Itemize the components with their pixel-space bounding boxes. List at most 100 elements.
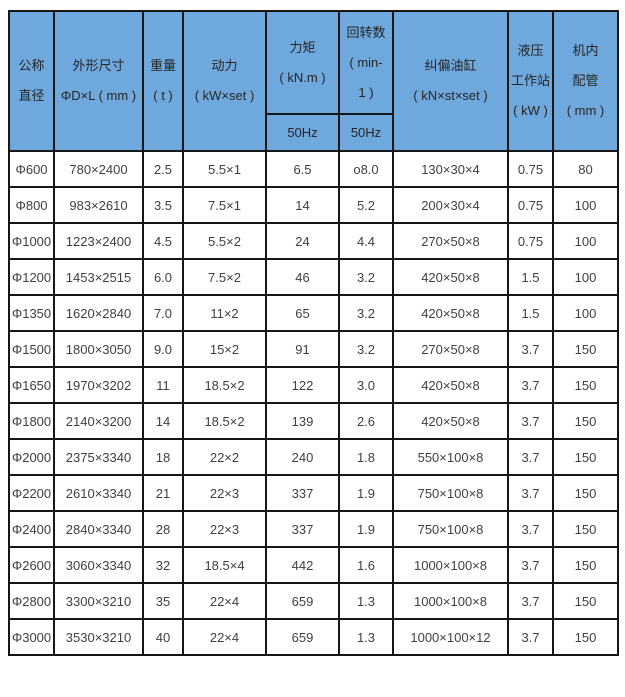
header-line: 动力 — [211, 58, 238, 73]
spec-cell: 14 — [142, 402, 184, 440]
spec-cell: 80 — [552, 150, 619, 188]
spec-cell: Φ1000 — [8, 222, 55, 260]
spec-cell: 100 — [552, 258, 619, 296]
table-row: Φ600 780×2400 2.5 5.5×1 6.5 o8.0 130×30×4 0.75 8… — [8, 150, 619, 188]
header-line: ΦD×L ( mm ) — [60, 88, 137, 103]
spec-cell: 150 — [552, 546, 619, 584]
spec-cell: 3.7 — [507, 618, 554, 656]
spec-cell: 420×50×8 — [392, 258, 509, 296]
spec-cell: 21 — [142, 474, 184, 512]
table-row: Φ2800 3300×3210 35 22×4 659 1.3 1000×100×8 3.7 1… — [8, 582, 619, 620]
spec-cell: 3300×3210 — [53, 582, 144, 620]
spec-cell: 5.5×1 — [182, 150, 267, 188]
spec-cell: 22×4 — [182, 618, 267, 656]
header-line: 重量 — [149, 58, 176, 73]
spec-cell: 1.8 — [338, 438, 394, 476]
spec-cell: Φ2600 — [8, 546, 55, 584]
spec-cell: 3.2 — [338, 330, 394, 368]
spec-cell: 2.5 — [142, 150, 184, 188]
spec-cell: 100 — [552, 186, 619, 224]
spec-cell: 659 — [265, 618, 340, 656]
header-correction-cylinder: 纠偏油缸 ( kN×st×set ) — [392, 10, 509, 152]
spec-cell: Φ600 — [8, 150, 55, 188]
spec-cell: 1000×100×12 — [392, 618, 509, 656]
spec-cell: 139 — [265, 402, 340, 440]
table-row: Φ1350 1620×2840 7.0 11×2 65 3.2 420×50×8 1.5 100 — [8, 294, 619, 332]
spec-cell: 2840×3340 — [53, 510, 144, 548]
table-row: Φ2400 2840×3340 28 22×3 337 1.9 750×100×8 3.7 15… — [8, 510, 619, 548]
spec-cell: 18 — [142, 438, 184, 476]
spec-cell: 1970×3202 — [53, 366, 144, 404]
spec-cell: 18.5×2 — [182, 402, 267, 440]
spec-cell: 5.2 — [338, 186, 394, 224]
header-overall-dimensions: 外形尺寸 ΦD×L ( mm ) — [53, 10, 144, 152]
table-row: Φ3000 3530×3210 40 22×4 659 1.3 1000×100×12 3.7… — [8, 618, 619, 656]
spec-cell: 0.75 — [507, 222, 554, 260]
header-line: 机内 — [572, 43, 599, 58]
spec-cell: 780×2400 — [53, 150, 144, 188]
spec-table-body: Φ600 780×2400 2.5 5.5×1 6.5 o8.0 130×30×4 0.75 8… — [8, 150, 619, 656]
spec-cell: 420×50×8 — [392, 366, 509, 404]
spec-cell: 3.7 — [507, 366, 554, 404]
spec-cell: 1.5 — [507, 258, 554, 296]
spec-cell: 1.3 — [338, 582, 394, 620]
spec-cell: 18.5×2 — [182, 366, 267, 404]
spec-cell: 22×3 — [182, 474, 267, 512]
header-line: 工作站 — [510, 73, 550, 88]
spec-cell: Φ2000 — [8, 438, 55, 476]
spec-cell: 32 — [142, 546, 184, 584]
table-row: Φ1800 2140×3200 14 18.5×2 139 2.6 420×50×8 3.7 1… — [8, 402, 619, 440]
spec-cell: 1800×3050 — [53, 330, 144, 368]
spec-cell: 9.0 — [142, 330, 184, 368]
header-row-main: 公称 直径 外形尺寸 ΦD×L ( mm ) 重量 ( t ) 动力 ( kW×… — [8, 10, 619, 152]
spec-cell: 1620×2840 — [53, 294, 144, 332]
spec-cell: 7.5×1 — [182, 186, 267, 224]
spec-cell: 2375×3340 — [53, 438, 144, 476]
spec-cell: 750×100×8 — [392, 510, 509, 548]
spec-cell: 1.5 — [507, 294, 554, 332]
spec-cell: 2.6 — [338, 402, 394, 440]
spec-cell: Φ1350 — [8, 294, 55, 332]
header-rotation-speed: 回转数 ( min- 1 ) — [338, 10, 394, 115]
header-line: ( mm ) — [566, 103, 605, 118]
spec-cell: 1000×100×8 — [392, 582, 509, 620]
header-line: 外形尺寸 — [72, 58, 125, 73]
spec-cell: 3.7 — [507, 402, 554, 440]
spec-cell: 3.5 — [142, 186, 184, 224]
spec-cell: 0.75 — [507, 186, 554, 224]
spec-cell: 0.75 — [507, 150, 554, 188]
header-line: ( min- — [349, 54, 383, 70]
spec-cell: Φ2800 — [8, 582, 55, 620]
spec-cell: 3.7 — [507, 438, 554, 476]
spec-cell: 420×50×8 — [392, 294, 509, 332]
spec-cell: 22×2 — [182, 438, 267, 476]
spec-cell: 1.3 — [338, 618, 394, 656]
spec-cell: 100 — [552, 222, 619, 260]
spec-cell: 150 — [552, 618, 619, 656]
spec-cell: 1453×2515 — [53, 258, 144, 296]
spec-cell: 150 — [552, 402, 619, 440]
spec-cell: 6.0 — [142, 258, 184, 296]
spec-cell: 150 — [552, 474, 619, 512]
table-row: Φ1000 1223×2400 4.5 5.5×2 24 4.4 270×50×8 0.75 1… — [8, 222, 619, 260]
spec-cell: 3.2 — [338, 294, 394, 332]
spec-table: 公称 直径 外形尺寸 ΦD×L ( mm ) 重量 ( t ) 动力 ( kW×… — [8, 10, 619, 656]
spec-cell: 11×2 — [182, 294, 267, 332]
table-row: Φ1200 1453×2515 6.0 7.5×2 46 3.2 420×50×8 1.5 10… — [8, 258, 619, 296]
spec-cell: o8.0 — [338, 150, 394, 188]
spec-cell: 6.5 — [265, 150, 340, 188]
spec-cell: 1000×100×8 — [392, 546, 509, 584]
spec-cell: 22×3 — [182, 510, 267, 548]
spec-cell: 150 — [552, 582, 619, 620]
spec-cell: Φ1500 — [8, 330, 55, 368]
header-power: 动力 ( kW×set ) — [182, 10, 267, 152]
table-row: Φ2600 3060×3340 32 18.5×4 442 1.6 1000×100×8 3.… — [8, 546, 619, 584]
spec-cell: 130×30×4 — [392, 150, 509, 188]
header-line: 液压 — [517, 43, 544, 58]
spec-cell: 3.0 — [338, 366, 394, 404]
header-line: 力矩 — [289, 39, 316, 55]
header-nominal-diameter: 公称 直径 — [8, 10, 55, 152]
spec-cell: 3.7 — [507, 582, 554, 620]
spec-cell: 3.7 — [507, 474, 554, 512]
